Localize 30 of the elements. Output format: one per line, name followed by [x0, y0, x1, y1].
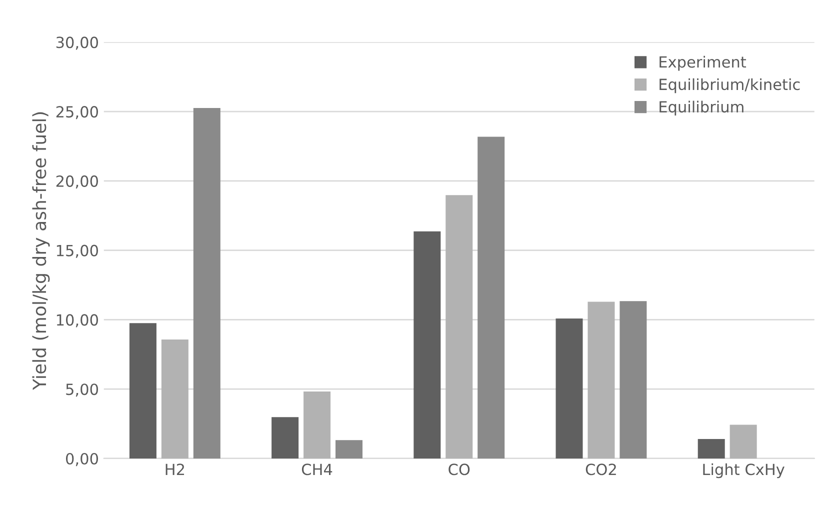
x-tick-label: Light CxHy — [703, 463, 784, 478]
bar — [161, 340, 188, 458]
bar — [620, 301, 647, 458]
bar — [414, 231, 441, 458]
bar — [336, 440, 362, 458]
bar — [272, 417, 299, 458]
bar — [478, 136, 505, 458]
bar — [129, 323, 156, 458]
bar — [730, 424, 757, 458]
y-tick-label: 5,00 — [66, 384, 98, 397]
bar — [556, 318, 583, 458]
y-axis-title: Yield (mol/kg dry ash-free fuel) — [32, 112, 50, 390]
legend-label: Experiment — [660, 56, 746, 71]
y-tick-label: 20,00 — [56, 175, 98, 189]
bar — [446, 195, 473, 458]
y-tick-label: 15,00 — [56, 244, 98, 258]
x-tick-label: CH4 — [302, 464, 332, 476]
bar — [588, 302, 615, 458]
bar — [698, 439, 725, 458]
y-tick-label: 10,00 — [56, 314, 98, 328]
y-tick-label: 0,00 — [66, 452, 98, 466]
y-tick-label: 30,00 — [56, 36, 98, 50]
legend-label: Equilibrium — [660, 100, 744, 116]
x-tick-label: H2 — [166, 464, 184, 475]
x-tick-label: CO — [448, 464, 470, 476]
bar — [193, 108, 220, 458]
y-tick-label: 25,00 — [56, 106, 98, 120]
x-tick-label: CO2 — [586, 464, 616, 476]
bar — [304, 391, 331, 458]
legend-label: Equilibrium/kinetic — [660, 78, 800, 94]
